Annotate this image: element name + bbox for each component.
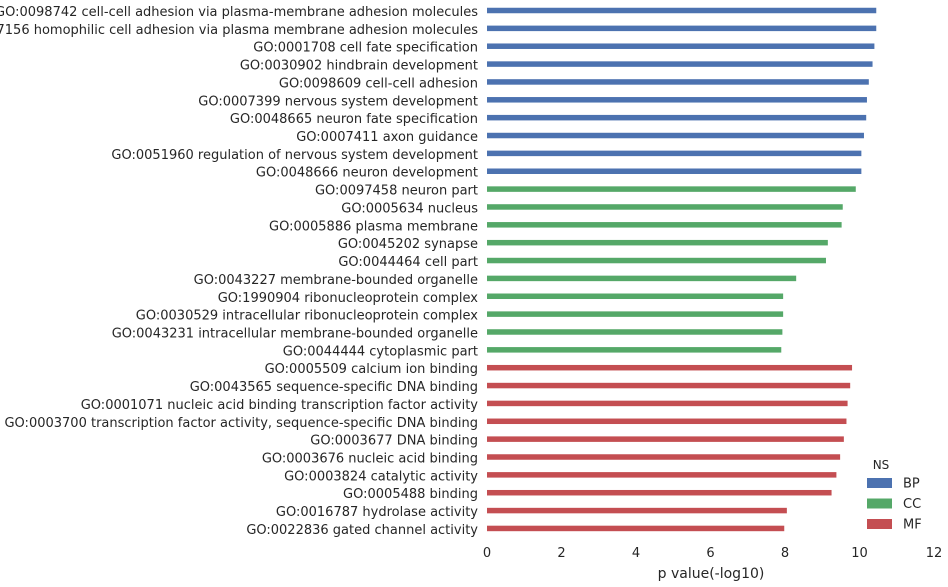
category-label: GO:0007399 nervous system development: [198, 94, 478, 109]
bar-cc: [487, 347, 782, 353]
bar-mf: [487, 382, 851, 389]
category-label: GO:0030529 intracellular ribonucleoprote…: [136, 309, 479, 324]
bar-mf: [487, 364, 853, 371]
bar-cc: [487, 257, 826, 264]
category-label: GO:0007156 homophilic cell adhesion via …: [0, 23, 478, 38]
bar-cc: [487, 204, 843, 210]
category-label: GO:0043231 intracellular membrane-bounde…: [112, 326, 478, 341]
legend-swatch-mf: [867, 519, 892, 529]
x-tick-label: 12: [926, 546, 943, 561]
category-label: GO:0051960 regulation of nervous system …: [111, 148, 478, 163]
legend-title: NS: [873, 458, 890, 472]
category-label: GO:0043565 sequence-specific DNA binding: [190, 380, 478, 395]
category-label: GO:0044464 cell part: [338, 255, 478, 270]
bar-bp: [487, 114, 867, 121]
category-label: GO:0005634 nucleus: [341, 201, 478, 216]
category-label: GO:0005488 binding: [343, 487, 478, 502]
category-label: GO:0003700 transcription factor activity…: [4, 416, 478, 431]
category-label: GO:0003677 DNA binding: [310, 434, 478, 449]
bar-mf: [487, 489, 832, 496]
x-tick-label: 8: [781, 546, 789, 561]
category-label: GO:0005509 calcium ion binding: [265, 362, 478, 377]
category-label: GO:0098742 cell-cell adhesion via plasma…: [0, 5, 478, 20]
category-label: GO:0044444 cytoplasmic part: [283, 344, 478, 359]
category-label: GO:0001071 nucleic acid binding transcri…: [81, 398, 479, 413]
x-tick-label: 2: [557, 546, 565, 561]
x-tick-label: 10: [851, 546, 868, 561]
bar-bp: [487, 79, 869, 85]
x-tick-label: 0: [483, 546, 491, 561]
category-label: GO:0016787 hydrolase activity: [276, 505, 478, 520]
bar-bp: [487, 7, 877, 14]
bar-cc: [487, 293, 784, 300]
category-label: GO:0048666 neuron development: [256, 166, 478, 181]
category-labels: GO:0098742 cell-cell adhesion via plasma…: [0, 5, 478, 538]
category-label: GO:0007411 axon guidance: [296, 130, 478, 145]
bars-group: [487, 7, 877, 532]
category-label: GO:0097458 neuron part: [315, 184, 478, 199]
bar-mf: [487, 525, 785, 532]
bar-cc: [487, 311, 784, 317]
category-label: GO:0043227 membrane-bounded organelle: [194, 273, 478, 288]
bar-cc: [487, 275, 797, 282]
category-label: GO:0003676 nucleic acid binding: [262, 452, 478, 467]
bar-bp: [487, 97, 867, 103]
bar-mf: [487, 507, 787, 514]
bar-bp: [487, 43, 875, 49]
x-axis-ticks: 0 2 4 6 8 10 12: [483, 546, 942, 561]
x-axis-title: p value(-log10): [658, 566, 765, 582]
category-label: GO:0003824 catalytic activity: [284, 469, 478, 484]
bar-bp: [487, 132, 864, 139]
legend-label-cc: CC: [903, 497, 921, 512]
bar-mf: [487, 400, 848, 407]
x-tick-label: 4: [632, 546, 640, 561]
category-label: GO:1990904 ribonucleoprotein complex: [218, 291, 479, 306]
bar-bp: [487, 25, 877, 32]
category-label: GO:0030902 hindbrain development: [240, 59, 478, 74]
x-tick-label: 6: [706, 546, 714, 561]
bar-cc: [487, 239, 828, 246]
category-label: GO:0001708 cell fate specification: [253, 41, 478, 56]
category-label: GO:0022836 gated channel activity: [246, 523, 478, 538]
legend-label-bp: BP: [903, 477, 920, 492]
bar-mf: [487, 454, 841, 460]
bar-mf: [487, 436, 844, 442]
bar-cc: [487, 222, 842, 228]
legend-swatch-cc: [867, 498, 892, 509]
bar-bp: [487, 61, 873, 67]
bar-mf: [487, 472, 837, 478]
bar-bp: [487, 168, 862, 174]
category-label: GO:0048665 neuron fate specification: [230, 112, 478, 127]
bar-cc: [487, 186, 856, 192]
bar-cc: [487, 329, 783, 335]
bar-bp: [487, 150, 862, 157]
legend: NS BP CC MF: [867, 458, 922, 533]
legend-label-mf: MF: [903, 518, 922, 533]
category-label: GO:0005886 plasma membrane: [269, 219, 478, 234]
category-label: GO:0045202 synapse: [338, 237, 478, 252]
category-label: GO:0098609 cell-cell adhesion: [279, 76, 478, 91]
bar-mf: [487, 418, 847, 425]
legend-swatch-bp: [867, 478, 892, 488]
